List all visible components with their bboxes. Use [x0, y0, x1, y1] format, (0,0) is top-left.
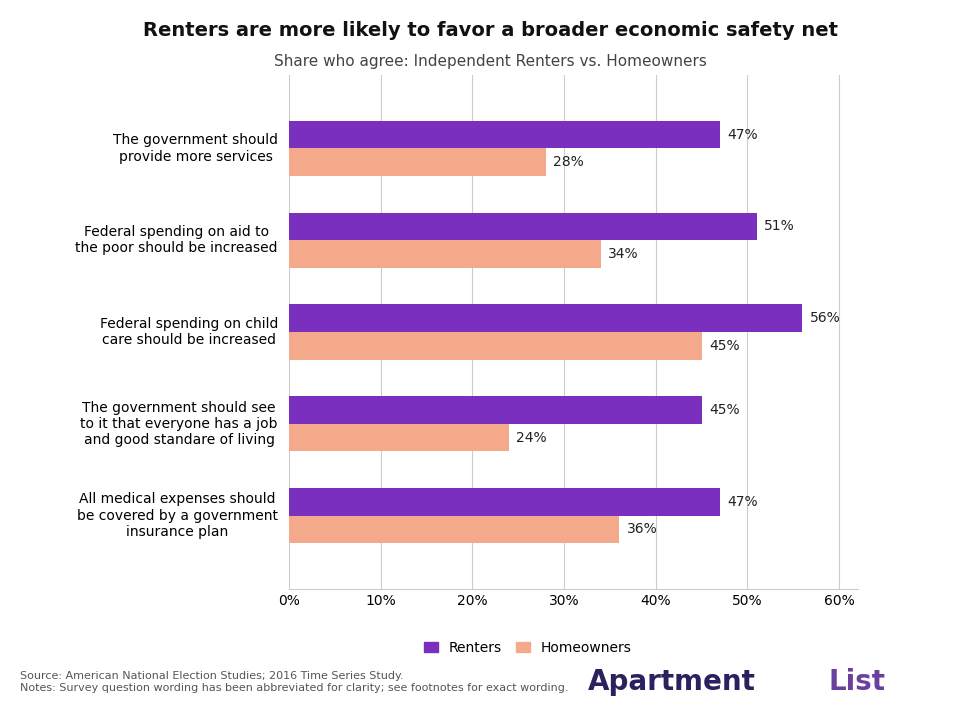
Bar — [289, 149, 546, 176]
Text: Renters are more likely to favor a broader economic safety net: Renters are more likely to favor a broad… — [142, 21, 838, 41]
Text: 47%: 47% — [727, 128, 758, 141]
Text: Source: American National Election Studies; 2016 Time Series Study.
Notes: Surve: Source: American National Election Studi… — [20, 671, 568, 693]
Bar — [289, 488, 720, 516]
Text: 45%: 45% — [709, 338, 740, 353]
Text: List: List — [828, 668, 885, 696]
Bar — [289, 424, 510, 451]
Text: 56%: 56% — [809, 311, 841, 326]
Bar — [289, 396, 702, 424]
Bar — [289, 332, 702, 360]
Text: 45%: 45% — [709, 403, 740, 417]
Text: 34%: 34% — [609, 247, 639, 261]
Text: 28%: 28% — [553, 155, 584, 169]
Bar — [289, 304, 803, 332]
Bar — [289, 240, 601, 268]
Text: 51%: 51% — [764, 219, 795, 233]
Text: 36%: 36% — [626, 523, 658, 536]
Text: 24%: 24% — [516, 431, 547, 445]
Legend: Renters, Homeowners: Renters, Homeowners — [418, 635, 637, 660]
Text: Share who agree: Independent Renters vs. Homeowners: Share who agree: Independent Renters vs.… — [273, 54, 707, 69]
Bar — [289, 121, 720, 149]
Bar — [289, 213, 757, 240]
Text: Apartment: Apartment — [588, 668, 756, 696]
Text: 47%: 47% — [727, 495, 758, 509]
Bar — [289, 516, 619, 543]
